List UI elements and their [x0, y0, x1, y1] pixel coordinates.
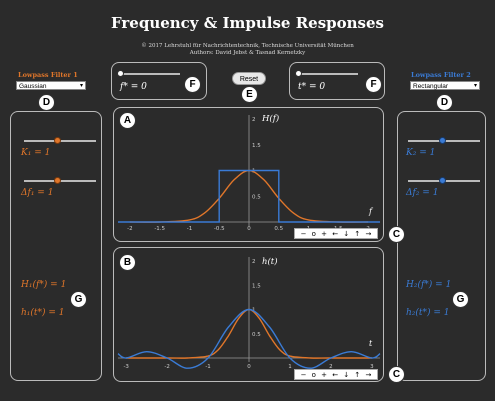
zoom-out-icon[interactable]: −: [300, 371, 307, 379]
marker-f-right: F: [365, 76, 382, 93]
pan-right-icon[interactable]: →: [365, 371, 372, 379]
filter2-title: Lowpass Filter 2: [411, 71, 471, 79]
marker-b: B: [119, 254, 136, 271]
freq-x-tick-label: 0.5: [274, 226, 283, 232]
marker-f-left: F: [184, 76, 201, 93]
df2-slider-handle[interactable]: [439, 177, 446, 184]
filter2-type-value: Rectangular: [413, 83, 449, 90]
imp-x-axis-label: t: [369, 339, 373, 348]
plot2-toolbar: − o + ← ↓ ↑ →: [294, 369, 378, 380]
h2-value: h₂(t*) = 1: [406, 308, 450, 318]
frequency-plot-panel: [113, 107, 384, 242]
t-star-value: t* = 0: [298, 82, 326, 92]
credit-line: © 2017 Lehrstuhl für Nachrichtentechnik,…: [141, 43, 354, 49]
marker-g-left: G: [70, 291, 87, 308]
k2-slider-handle[interactable]: [439, 137, 446, 144]
marker-g-right: G: [452, 291, 469, 308]
imp-y-tick-label: 1.5: [252, 283, 261, 289]
zoom-out-icon[interactable]: −: [300, 230, 307, 238]
pan-down-icon[interactable]: ↓: [343, 371, 350, 379]
chevron-down-icon: ▾: [79, 83, 83, 89]
freq-chart-title: H(f): [261, 113, 279, 124]
pan-right-icon[interactable]: →: [365, 230, 372, 238]
freq-x-tick-label: -1.5: [154, 226, 165, 232]
imp-x-tick-label: 2: [329, 364, 333, 370]
imp-x-tick-label: 0: [247, 364, 251, 370]
page-title: Frequency & Impulse Responses: [111, 14, 384, 32]
t-star-slider[interactable]: [298, 73, 358, 75]
plot1-toolbar: − o + ← ↓ ↑ →: [294, 228, 378, 239]
imp-x-tick-label: -1: [205, 364, 210, 370]
imp-x-tick-label: 1: [288, 364, 292, 370]
authors-line: Authors: David Jebst & Tasnad Kernetzky: [189, 50, 306, 56]
pan-down-icon[interactable]: ↓: [343, 230, 350, 238]
df1-value: Δf₁ = 1: [21, 188, 54, 198]
f-star-panel: f* = 0: [111, 62, 207, 100]
filter2-type-select[interactable]: Rectangular ▾: [410, 81, 480, 90]
k1-value: K₁ = 1: [21, 148, 51, 158]
freq-x-axis-label: f: [368, 207, 374, 216]
marker-a: A: [119, 112, 136, 129]
pan-up-icon[interactable]: ↑: [354, 371, 361, 379]
freq-x-tick-label: -0.5: [214, 226, 225, 232]
chevron-down-icon: ▾: [473, 83, 477, 89]
imp-x-tick-label: -2: [164, 364, 169, 370]
freq-y-tick-label: 1.5: [252, 143, 261, 149]
imp-chart-title: h(t): [262, 256, 278, 267]
imp-y-tick-label: 0.5: [252, 332, 261, 338]
H2-value: H₂(f*) = 1: [406, 280, 452, 290]
t-star-slider-handle[interactable]: [295, 70, 302, 77]
filter1-panel: K₁ = 1 Δf₁ = 1 H₁(f*) = 1 h₁(t*) = 1: [10, 111, 102, 381]
filter1-type-value: Gaussian: [19, 83, 47, 90]
k1-slider-handle[interactable]: [54, 137, 61, 144]
freq-y-tick-label: 0.5: [252, 194, 261, 200]
marker-c-top: C: [388, 226, 405, 243]
zoom-in-icon[interactable]: +: [321, 371, 328, 379]
marker-d-right: D: [436, 94, 453, 111]
reset-view-icon[interactable]: o: [311, 371, 316, 379]
filter1-type-select[interactable]: Gaussian ▾: [16, 81, 86, 90]
imp-x-tick-label: 3: [370, 364, 374, 370]
marker-e: E: [241, 86, 258, 103]
imp-x-tick-label: -3: [123, 364, 129, 370]
zoom-in-icon[interactable]: +: [321, 230, 328, 238]
H1-value: H₁(f*) = 1: [21, 280, 67, 290]
imp-series-rectangular: [117, 308, 381, 369]
imp-y-tick-label: 2: [252, 259, 256, 265]
filter1-title: Lowpass Filter 1: [18, 71, 78, 79]
filter2-panel: K₂ = 1 Δf₂ = 1 H₂(f*) = 1 h₂(t*) = 1: [397, 111, 486, 381]
reset-button[interactable]: Reset: [232, 72, 266, 85]
reset-view-icon[interactable]: o: [311, 230, 316, 238]
f-star-value: f* = 0: [120, 82, 147, 92]
f-star-slider-handle[interactable]: [117, 70, 124, 77]
pan-left-icon[interactable]: ←: [332, 230, 339, 238]
freq-x-tick-label: -1: [187, 226, 192, 232]
k2-value: K₂ = 1: [406, 148, 436, 158]
f-star-slider[interactable]: [120, 73, 180, 75]
t-star-panel: t* = 0: [289, 62, 385, 100]
freq-x-tick-label: -2: [127, 226, 132, 232]
marker-c-bottom: C: [388, 366, 405, 383]
freq-series-rectangular: [118, 169, 380, 223]
h1-value: h₁(t*) = 1: [21, 308, 65, 318]
freq-y-tick-label: 2: [252, 117, 256, 123]
marker-d-left: D: [38, 94, 55, 111]
df1-slider-handle[interactable]: [54, 177, 61, 184]
pan-left-icon[interactable]: ←: [332, 371, 339, 379]
pan-up-icon[interactable]: ↑: [354, 230, 361, 238]
freq-x-tick-label: 0: [247, 226, 251, 232]
impulse-plot-panel: [113, 247, 384, 382]
df2-value: Δf₂ = 1: [406, 188, 439, 198]
